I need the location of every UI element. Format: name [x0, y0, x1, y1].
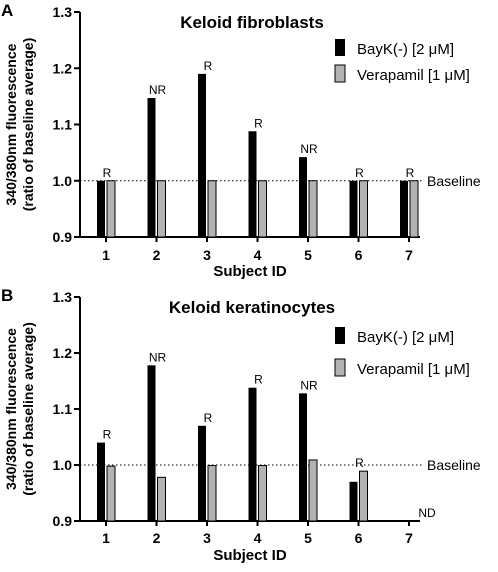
- bar-bayk: [97, 180, 105, 237]
- y-tick-label: 1.2: [53, 60, 73, 76]
- bar-annotation: R: [103, 428, 112, 442]
- legend-swatch-verapamil: [334, 358, 346, 377]
- bar-verapamil: [308, 180, 318, 238]
- x-tick-label: 1: [102, 530, 110, 546]
- x-tick-label: 7: [405, 530, 413, 546]
- legend-label-bayk: BayK(-) [2 μM]: [357, 329, 454, 346]
- bar-annotation: R: [204, 411, 213, 425]
- legend-swatch-verapamil: [334, 64, 346, 83]
- panel-letter: B: [1, 286, 13, 305]
- bar-bayk: [349, 481, 358, 521]
- bar-verapamil: [207, 465, 217, 522]
- y-tick-label: 1.3: [53, 4, 73, 20]
- legend-swatch-bayk: [335, 327, 345, 344]
- y-tick-label: 1.1: [53, 401, 73, 417]
- bar-annotation: R: [254, 373, 263, 387]
- y-tick-label: 0.9: [53, 229, 73, 245]
- bar-verapamil: [308, 459, 318, 522]
- x-tick-label: 5: [304, 247, 312, 263]
- bar-annotation: R: [204, 59, 213, 73]
- y-tick-label: 0.9: [53, 513, 73, 529]
- bar-verapamil: [106, 465, 116, 522]
- x-axis-label: Subject ID: [213, 547, 287, 564]
- y-axis-label-line1: 340/380nm fluorescence: [3, 328, 19, 490]
- bar-annotation: NR: [149, 83, 167, 97]
- baseline-label: Baseline: [427, 457, 481, 473]
- bar-annotation: R: [254, 116, 263, 130]
- y-tick-label: 1.0: [53, 173, 73, 189]
- y-axis-label-line2: (ratio of baseline average): [20, 322, 36, 496]
- bar-bayk: [299, 157, 307, 237]
- y-tick-label: 1.2: [53, 345, 73, 361]
- x-tick-label: 3: [203, 247, 211, 263]
- bar-bayk: [349, 180, 358, 237]
- bar-verapamil: [207, 180, 217, 238]
- x-tick-label: 7: [405, 247, 413, 263]
- chart-title: Keloid fibroblasts: [180, 13, 324, 32]
- bar-bayk: [147, 98, 156, 237]
- bar-verapamil: [409, 180, 419, 238]
- chart-panel-B: B Keloid keratinocytes 340/380nm fluoresce…: [1, 286, 481, 564]
- x-tick-label: 5: [304, 530, 312, 546]
- x-tick-label: 6: [355, 530, 363, 546]
- chart-title: Keloid keratinocytes: [169, 298, 335, 317]
- bar-bayk: [97, 442, 105, 521]
- x-axis-label: Subject ID: [213, 263, 287, 280]
- y-tick-label: 1.3: [53, 289, 73, 305]
- bar-annotation: ND: [418, 506, 436, 520]
- bar-verapamil: [157, 476, 166, 522]
- x-tick-label: 1: [102, 247, 110, 263]
- bar-annotation: NR: [300, 142, 318, 156]
- legend-swatch-bayk: [335, 39, 345, 56]
- bar-bayk: [198, 73, 206, 237]
- y-axis-label: 340/380nm fluorescence (ratio of baseline…: [3, 38, 36, 212]
- bar-bayk: [299, 393, 307, 521]
- bar-annotation: R: [355, 166, 364, 180]
- bar-annotation: R: [406, 166, 415, 180]
- bar-bayk: [147, 365, 156, 521]
- x-tick-label: 2: [153, 247, 161, 263]
- x-tick-label: 6: [355, 247, 363, 263]
- y-axis-label: 340/380nm fluorescence (ratio of baseline…: [3, 322, 36, 496]
- bar-bayk: [248, 131, 257, 237]
- legend-label-verapamil: Verapamil [1 μM]: [357, 361, 470, 378]
- x-tick-label: 4: [254, 530, 262, 546]
- bar-bayk: [400, 180, 408, 237]
- bar-annotation: R: [355, 456, 364, 470]
- bar-verapamil: [359, 470, 368, 522]
- bar-annotation: NR: [149, 350, 167, 364]
- bar-verapamil: [106, 180, 116, 238]
- y-axis-label-line2: (ratio of baseline average): [20, 38, 36, 212]
- bar-verapamil: [258, 465, 267, 522]
- bar-annotation: NR: [300, 378, 318, 392]
- y-axis-label-line1: 340/380nm fluorescence: [3, 43, 19, 205]
- x-tick-label: 2: [153, 530, 161, 546]
- bar-verapamil: [359, 180, 368, 238]
- x-tick-label: 3: [203, 530, 211, 546]
- legend-label-verapamil: Verapamil [1 μM]: [357, 67, 470, 84]
- panel-letter: A: [1, 1, 13, 20]
- bar-verapamil: [157, 180, 166, 238]
- bar-verapamil: [258, 180, 267, 238]
- legend-label-bayk: BayK(-) [2 μM]: [357, 41, 454, 58]
- bar-bayk: [198, 425, 206, 521]
- chart-panel-A: A Keloid fibroblasts 340/380nm fluorescenc…: [1, 1, 481, 280]
- y-tick-label: 1.0: [53, 457, 73, 473]
- bar-bayk: [248, 387, 257, 521]
- x-tick-label: 4: [254, 247, 262, 263]
- baseline-label: Baseline: [427, 173, 481, 189]
- y-tick-label: 1.1: [53, 117, 73, 133]
- bar-annotation: R: [103, 166, 112, 180]
